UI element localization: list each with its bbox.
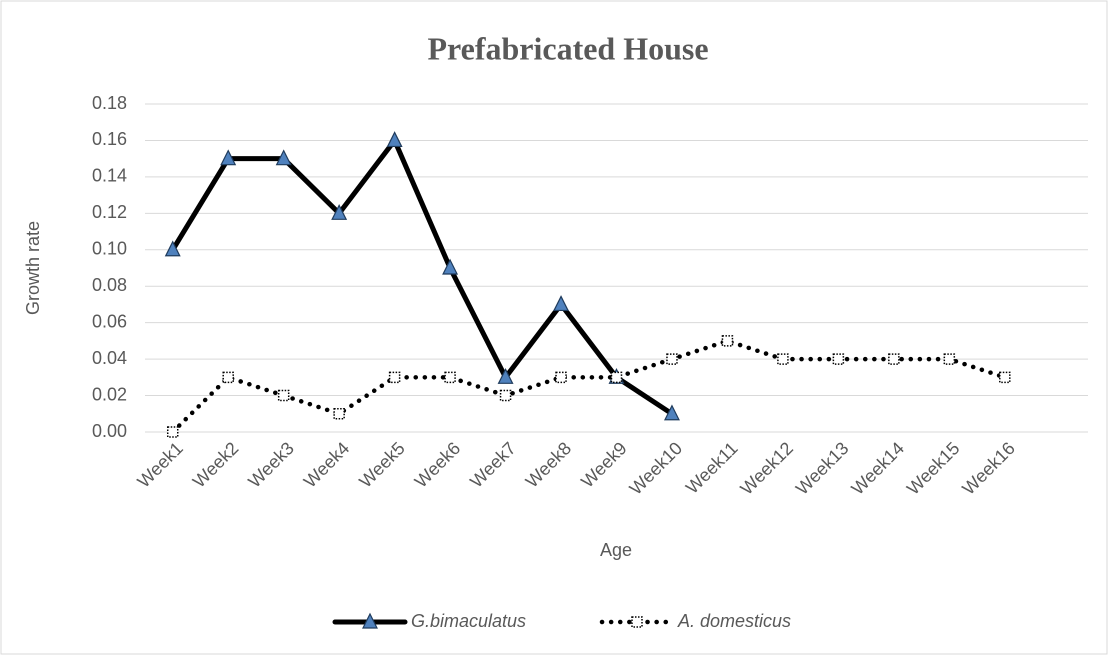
marker — [222, 371, 234, 384]
legend-marker — [631, 616, 643, 628]
marker — [164, 240, 181, 257]
marker — [553, 295, 569, 312]
marker — [666, 353, 678, 365]
legend-item: A. domesticus — [599, 611, 791, 631]
legend-item: G.bimaculatus — [332, 611, 526, 631]
marker — [832, 353, 845, 365]
y-tick-label: 0.06 — [92, 311, 127, 331]
marker — [664, 404, 680, 421]
marker — [497, 367, 514, 384]
y-tick-label: 0.08 — [92, 275, 127, 295]
marker — [166, 426, 179, 438]
y-tick-label: 0.04 — [92, 348, 127, 368]
marker — [610, 371, 623, 384]
series-line — [170, 338, 1008, 435]
legend-marker — [362, 612, 378, 629]
y-tick-label: 0.18 — [92, 93, 127, 113]
marker — [888, 353, 900, 365]
y-tick-label: 0.02 — [92, 384, 127, 404]
marker — [943, 353, 956, 365]
marker — [333, 408, 345, 420]
y-tick-label: 0.16 — [92, 129, 127, 149]
legend-text: A. domesticus — [677, 611, 791, 631]
y-tick-label: 0.00 — [92, 421, 127, 441]
series-line — [170, 137, 675, 417]
marker — [555, 371, 567, 384]
marker — [999, 371, 1011, 384]
marker — [220, 149, 237, 166]
y-tick-label: 0.14 — [92, 166, 127, 186]
y-axis-label: Growth rate — [23, 221, 43, 315]
marker — [499, 389, 512, 402]
marker — [386, 131, 403, 148]
chart-title: Prefabricated House — [427, 30, 708, 66]
legend-text: G.bimaculatus — [411, 611, 526, 631]
marker — [777, 353, 789, 365]
x-axis-label: Age — [600, 540, 632, 560]
y-tick-label: 0.12 — [92, 202, 127, 222]
y-tick-label: 0.10 — [92, 239, 127, 259]
marker — [331, 203, 348, 220]
marker — [444, 371, 456, 384]
marker — [721, 335, 734, 347]
marker — [388, 371, 401, 384]
marker — [442, 258, 459, 275]
marker — [277, 389, 290, 402]
marker — [275, 149, 292, 166]
